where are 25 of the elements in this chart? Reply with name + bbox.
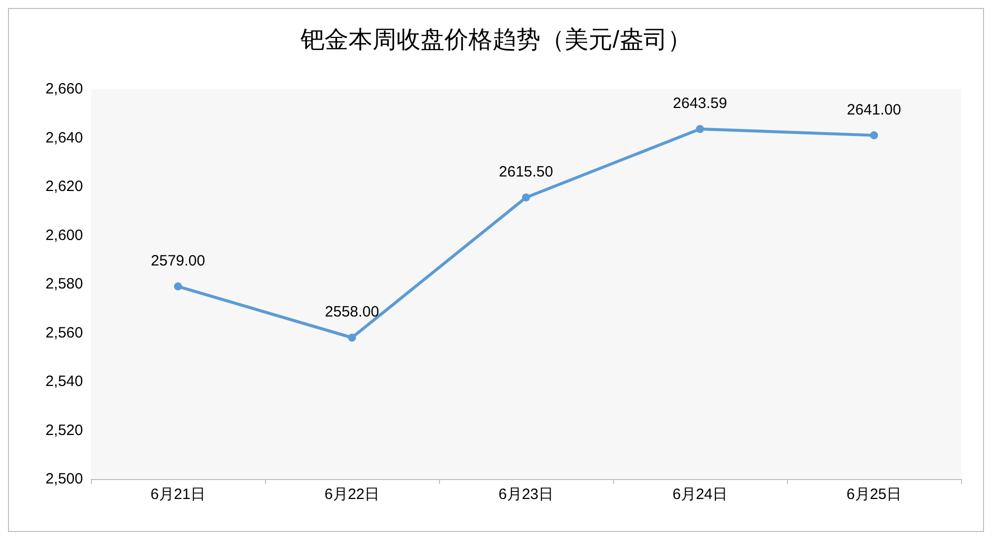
x-tick-label: 6月22日 bbox=[324, 486, 380, 503]
data-label: 2643.59 bbox=[672, 95, 728, 112]
y-tick-label: 2,540 bbox=[45, 373, 83, 390]
x-tick-label: 6月24日 bbox=[672, 486, 728, 503]
point bbox=[522, 193, 530, 202]
y-tick-label: 2,520 bbox=[45, 422, 83, 439]
y-tick-label: 2,660 bbox=[45, 80, 83, 98]
data-label: 2615.50 bbox=[498, 163, 554, 180]
x-tick-label: 6月23日 bbox=[498, 486, 554, 503]
x-tick-label: 6月21日 bbox=[150, 486, 206, 503]
point bbox=[870, 131, 878, 140]
point bbox=[174, 282, 182, 290]
y-tick-label: 2,640 bbox=[45, 129, 83, 146]
y-tick-label: 2,600 bbox=[45, 226, 83, 244]
data-label: 2579.00 bbox=[150, 252, 206, 270]
chart-title: 钯金本周收盘价格趋势（美元/盎司） bbox=[300, 26, 692, 54]
y-tick-label: 2,560 bbox=[45, 324, 83, 342]
point bbox=[696, 125, 704, 133]
x-tick-label: 6月25日 bbox=[846, 486, 902, 503]
point bbox=[348, 334, 356, 342]
y-tick-label: 2,580 bbox=[45, 276, 83, 292]
data-label: 2558.00 bbox=[324, 304, 380, 321]
y-tick-label: 2,500 bbox=[45, 470, 83, 488]
y-tick-label: 2,620 bbox=[45, 178, 83, 195]
data-label: 2641.00 bbox=[846, 101, 902, 118]
